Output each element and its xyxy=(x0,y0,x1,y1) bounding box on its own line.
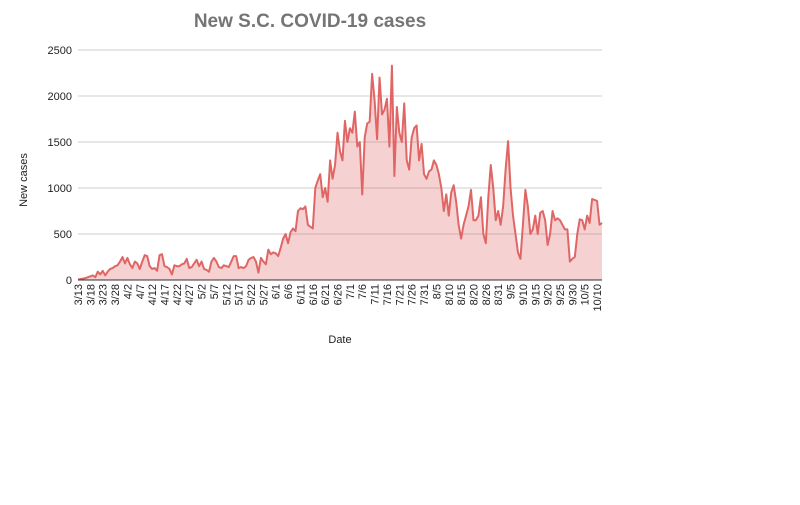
x-tick-label: 7/26 xyxy=(407,284,419,305)
line xyxy=(77,64,603,281)
x-tick-label: 5/7 xyxy=(209,284,221,299)
x-tick-label: 10/10 xyxy=(592,284,604,312)
x-tick-label: 9/25 xyxy=(555,284,567,305)
x-tick-label: 7/11 xyxy=(370,284,382,305)
x-tick-label: 4/27 xyxy=(184,284,196,305)
x-tick-label: 8/26 xyxy=(481,284,493,305)
x-tick-label: 8/15 xyxy=(456,284,468,305)
x-tick-label: 3/28 xyxy=(110,284,122,305)
x-tick-label: 8/10 xyxy=(444,284,456,305)
x-tick-label: 6/26 xyxy=(333,284,345,305)
x-tick-label: 6/21 xyxy=(320,284,332,305)
x-tick-label: 3/13 xyxy=(73,284,85,305)
y-tick-label: 500 xyxy=(54,229,72,241)
x-tick-label: 9/5 xyxy=(506,284,518,299)
x-tick-label: 4/22 xyxy=(172,284,184,305)
chart-title: New S.C. COVID-19 cases xyxy=(194,11,426,32)
x-tick-label: 5/17 xyxy=(234,284,246,305)
x-tick-label: 4/7 xyxy=(135,284,147,299)
x-tick-label: 5/27 xyxy=(258,284,270,305)
x-tick-label: 7/6 xyxy=(357,284,369,299)
y-tick-label: 2000 xyxy=(48,91,72,103)
y-axis-label: New cases xyxy=(18,153,30,207)
x-tick-label: 6/6 xyxy=(283,284,295,299)
x-tick-label: 9/15 xyxy=(530,284,542,305)
x-tick-label: 9/30 xyxy=(567,284,579,305)
x-tick-label: 5/22 xyxy=(246,284,258,305)
x-tick-label: 4/12 xyxy=(147,284,159,305)
y-tick-label: 2500 xyxy=(48,45,72,57)
x-tick-label: 3/18 xyxy=(85,284,97,305)
y-tick-label: 1500 xyxy=(48,137,72,149)
x-tick-label: 7/21 xyxy=(394,284,406,305)
x-tick-label: 9/10 xyxy=(518,284,530,305)
x-tick-label: 4/2 xyxy=(122,284,134,299)
x-tick-label: 8/31 xyxy=(493,284,505,305)
x-tick-label: 4/17 xyxy=(160,284,172,305)
x-tick-label: 6/1 xyxy=(271,284,283,299)
y-tick-label: 1000 xyxy=(48,183,72,195)
x-tick-label: 8/20 xyxy=(468,284,480,305)
x-axis-label: Date xyxy=(328,334,351,346)
y-tick-label: 0 xyxy=(66,275,72,287)
x-tick-label: 5/12 xyxy=(221,284,233,305)
x-tick-label: 8/5 xyxy=(431,284,443,299)
x-tick-label: 6/16 xyxy=(308,284,320,305)
x-tick-label: 6/11 xyxy=(295,284,307,305)
x-tick-label: 7/16 xyxy=(382,284,394,305)
x-tick-label: 9/20 xyxy=(543,284,555,305)
x-tick-label: 7/31 xyxy=(419,284,431,305)
x-tick-label: 7/1 xyxy=(345,284,357,299)
x-tick-label: 3/23 xyxy=(98,284,110,305)
area xyxy=(78,65,602,280)
x-tick-label: 5/2 xyxy=(197,284,209,299)
x-tick-label: 10/5 xyxy=(580,284,592,305)
